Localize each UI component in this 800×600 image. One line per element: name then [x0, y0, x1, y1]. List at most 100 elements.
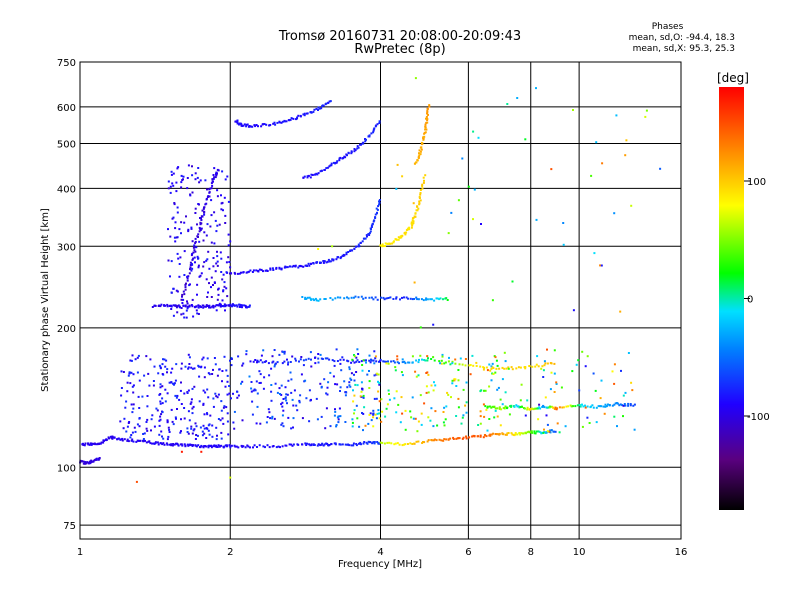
data-point [151, 414, 154, 417]
data-point [212, 405, 215, 408]
x-tick-label: 1 [77, 547, 83, 558]
data-point [531, 407, 534, 410]
data-point [390, 442, 393, 445]
data-point [339, 443, 342, 446]
data-point [170, 260, 173, 263]
data-point [167, 426, 170, 429]
data-point [350, 378, 353, 381]
data-point [395, 297, 398, 300]
data-point [305, 397, 308, 400]
data-point [348, 368, 351, 371]
data-point [321, 358, 324, 360]
data-point [131, 411, 134, 414]
data-point [423, 359, 426, 361]
data-point [424, 128, 427, 131]
data-point [187, 432, 190, 435]
data-point [484, 389, 487, 392]
data-point [187, 164, 190, 167]
data-point [404, 428, 407, 431]
data-point [381, 243, 384, 246]
x-tick-labels: 1 2 4 6 8 10 16 [77, 547, 688, 558]
data-point [191, 252, 194, 255]
data-point [167, 228, 169, 231]
data-point [320, 415, 323, 418]
data-point [318, 107, 321, 110]
data-point [535, 218, 538, 221]
data-point [281, 120, 284, 123]
data-point [270, 390, 273, 393]
data-point [120, 387, 123, 389]
data-point [319, 382, 322, 385]
data-point [458, 363, 461, 366]
data-point [170, 408, 173, 411]
data-point [411, 224, 414, 227]
data-point [426, 118, 429, 120]
data-point [313, 108, 316, 111]
data-point [206, 305, 209, 307]
data-point [137, 354, 140, 357]
data-point [161, 397, 164, 400]
data-point [257, 270, 260, 273]
data-point [271, 417, 274, 420]
data-point [197, 304, 200, 307]
data-point [208, 373, 211, 376]
data-point [320, 107, 323, 110]
data-point [292, 443, 295, 446]
data-point [356, 417, 359, 420]
data-point [132, 440, 135, 443]
data-point [161, 411, 164, 414]
data-point [149, 442, 152, 445]
data-point [188, 272, 191, 275]
data-point [507, 432, 510, 434]
data-point [274, 123, 277, 126]
data-point [423, 402, 426, 405]
data-point [593, 252, 596, 255]
data-point [159, 386, 162, 389]
data-point [482, 436, 485, 439]
data-point [366, 442, 369, 445]
data-point [121, 439, 124, 442]
data-point [352, 389, 354, 392]
data-point [627, 352, 630, 354]
data-point [280, 403, 283, 406]
data-point [345, 251, 348, 254]
data-point [343, 380, 346, 383]
data-point [281, 414, 284, 417]
data-point [298, 360, 300, 363]
data-point [524, 367, 527, 370]
data-point [421, 183, 424, 186]
data-point [290, 391, 293, 394]
data-point [132, 391, 135, 394]
data-point [488, 385, 491, 388]
data-point [460, 422, 463, 425]
data-point [471, 354, 474, 357]
data-point [329, 297, 332, 299]
data-point [538, 403, 541, 406]
data-point [197, 306, 200, 309]
data-point [420, 148, 423, 151]
data-point [485, 435, 488, 438]
data-point [209, 306, 212, 309]
data-point [513, 405, 516, 408]
data-point [243, 123, 246, 126]
data-point [221, 305, 224, 307]
data-point [250, 387, 253, 390]
data-point [194, 212, 197, 214]
data-point [491, 362, 494, 365]
data-point [301, 417, 304, 420]
data-point [216, 298, 219, 301]
data-point [511, 368, 514, 371]
data-point [613, 363, 616, 366]
data-point [622, 404, 625, 407]
data-point [183, 316, 186, 319]
data-point [415, 375, 418, 378]
data-point [452, 436, 455, 439]
data-point [196, 176, 199, 179]
data-point [546, 362, 549, 365]
data-point [256, 359, 259, 362]
data-point [375, 360, 378, 363]
data-point [302, 364, 305, 367]
data-point [230, 364, 233, 367]
data-point [268, 374, 271, 377]
title-line-2: RwPretec (8p) [354, 42, 446, 57]
